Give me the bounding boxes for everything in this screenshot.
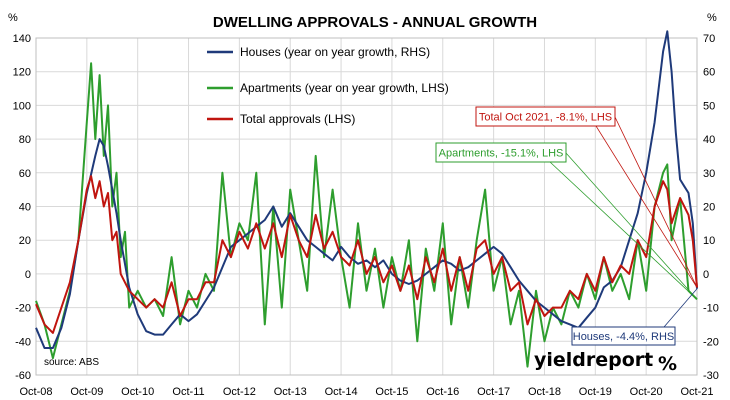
left-tick-label: 100 xyxy=(13,100,31,112)
right-tick-label: 40 xyxy=(703,134,715,146)
x-tick-label: Oct-15 xyxy=(375,386,408,398)
left-tick-label: 20 xyxy=(19,235,31,247)
x-tick-label: Oct-19 xyxy=(579,386,612,398)
x-tick-label: Oct-12 xyxy=(223,386,256,398)
annotation-leader xyxy=(614,116,698,288)
source-note: source: ABS xyxy=(44,357,99,368)
x-tick-label: Oct-08 xyxy=(19,386,52,398)
left-tick-label: 60 xyxy=(19,168,31,180)
series-layer xyxy=(35,30,698,368)
x-tick-label: Oct-16 xyxy=(426,386,459,398)
x-tick-label: Oct-14 xyxy=(325,386,358,398)
annotations: Total Oct 2021, -8.1%, LHS Apartments, -1… xyxy=(435,106,698,346)
x-tick-label: Oct-20 xyxy=(630,386,663,398)
right-tick-label: 10 xyxy=(703,235,715,247)
right-tick-label: 30 xyxy=(703,168,715,180)
x-tick-label: Oct-11 xyxy=(172,386,204,398)
left-tick-label: 80 xyxy=(19,134,31,146)
annotation-label: Total Oct 2021, -8.1%, LHS xyxy=(479,112,612,124)
annotation-leader xyxy=(549,161,698,300)
brand-logo: yieldreport % xyxy=(534,349,677,375)
right-tick-label: -30 xyxy=(703,370,719,382)
annotation-box xyxy=(435,142,567,163)
left-axis-unit: % xyxy=(8,12,18,24)
legend-label: Houses (year on year growth, RHS) xyxy=(240,45,430,59)
left-tick-label: -40 xyxy=(15,336,31,348)
chart-title: DWELLING APPROVALS - ANNUAL GROWTH xyxy=(213,14,537,31)
series-line xyxy=(35,175,698,334)
right-tick-label: 70 xyxy=(703,33,715,45)
left-tick-label: 140 xyxy=(13,33,31,45)
left-tick-label: -60 xyxy=(15,370,31,382)
right-tick-label: 0 xyxy=(703,269,709,281)
annotation-leader xyxy=(565,152,698,300)
plot-frame xyxy=(35,37,698,376)
right-tick-label: 50 xyxy=(703,100,715,112)
x-tick-label: Oct-09 xyxy=(70,386,103,398)
x-tick-label: Oct-10 xyxy=(121,386,154,398)
x-axis-ticks: Oct-08 Oct-09 Oct-10 Oct-11 Oct-12 Oct-13 Oct-… xyxy=(19,386,713,398)
legend: Houses (year on year growth, RHS) Apartme… xyxy=(207,45,449,126)
annotation-label: Houses, -4.4%, RHS xyxy=(573,331,674,343)
annotation-box xyxy=(475,106,616,127)
brand-percent-icon: % xyxy=(658,353,677,375)
right-tick-label: -20 xyxy=(703,336,719,348)
x-tick-label: Oct-17 xyxy=(477,386,510,398)
left-tick-label: 0 xyxy=(25,269,31,281)
right-tick-label: -10 xyxy=(703,303,719,315)
left-tick-label: 120 xyxy=(13,67,31,79)
annotation-leader xyxy=(595,125,698,288)
left-tick-label: 40 xyxy=(19,202,31,214)
x-tick-label: Oct-13 xyxy=(274,386,307,398)
left-axis-ticks: 140 120 100 80 60 40 20 0 -20 -40 -60 xyxy=(13,33,31,382)
left-tick-label: -20 xyxy=(15,303,31,315)
x-tick-label: Oct-18 xyxy=(528,386,561,398)
brand-wordmark: yieldreport xyxy=(534,349,653,371)
x-tick-label: Oct-21 xyxy=(680,386,713,398)
right-axis-ticks: 70 60 50 40 30 20 10 0 -10 -20 -30 xyxy=(703,33,719,382)
annotation-leader xyxy=(663,288,698,328)
right-tick-label: 60 xyxy=(703,67,715,79)
annotation-box xyxy=(571,326,676,346)
right-tick-label: 20 xyxy=(703,202,715,214)
annotation-label: Apartments, -15.1%, LHS xyxy=(439,148,564,160)
legend-label: Apartments (year on year growth, LHS) xyxy=(240,81,449,95)
legend-label: Total approvals (LHS) xyxy=(240,112,355,126)
right-axis-unit: % xyxy=(707,12,717,24)
